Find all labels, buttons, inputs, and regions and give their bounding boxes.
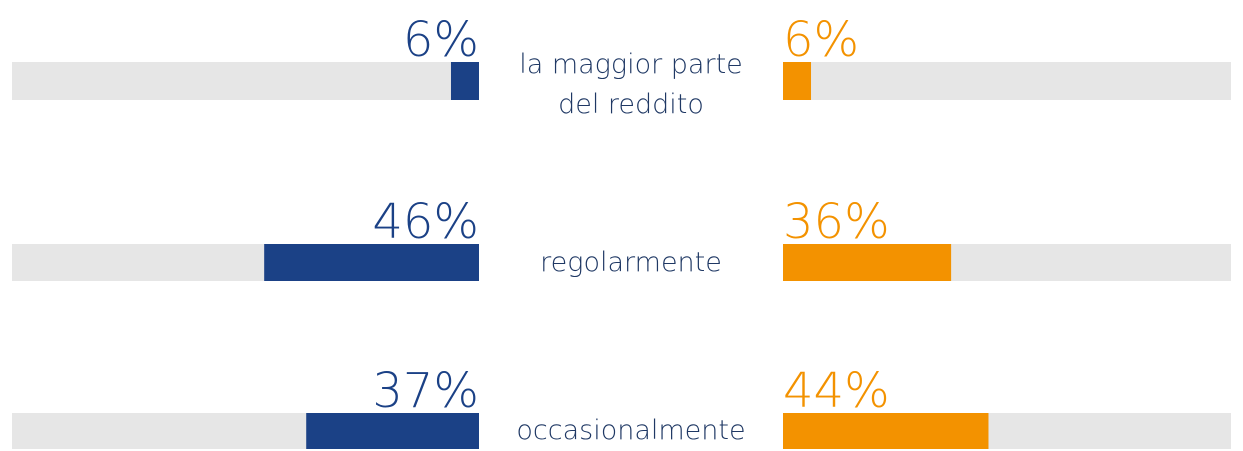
bar — [450, 62, 479, 100]
bar — [783, 62, 812, 100]
value-label: 6% — [783, 12, 859, 68]
category-label: la maggior parte del reddito — [519, 49, 743, 120]
bar — [783, 413, 989, 449]
value-label: 46% — [372, 194, 479, 250]
value-label: 6% — [403, 12, 479, 68]
track — [783, 62, 1231, 100]
bar — [264, 244, 479, 281]
value-label: 44% — [783, 363, 890, 419]
bar — [306, 413, 479, 449]
value-label: 36% — [783, 194, 890, 250]
category-label: regolarmente — [540, 246, 722, 278]
value-label: 37% — [372, 363, 479, 419]
category-label: occasionalmente — [516, 415, 746, 446]
track — [12, 62, 479, 100]
bar — [783, 244, 952, 281]
